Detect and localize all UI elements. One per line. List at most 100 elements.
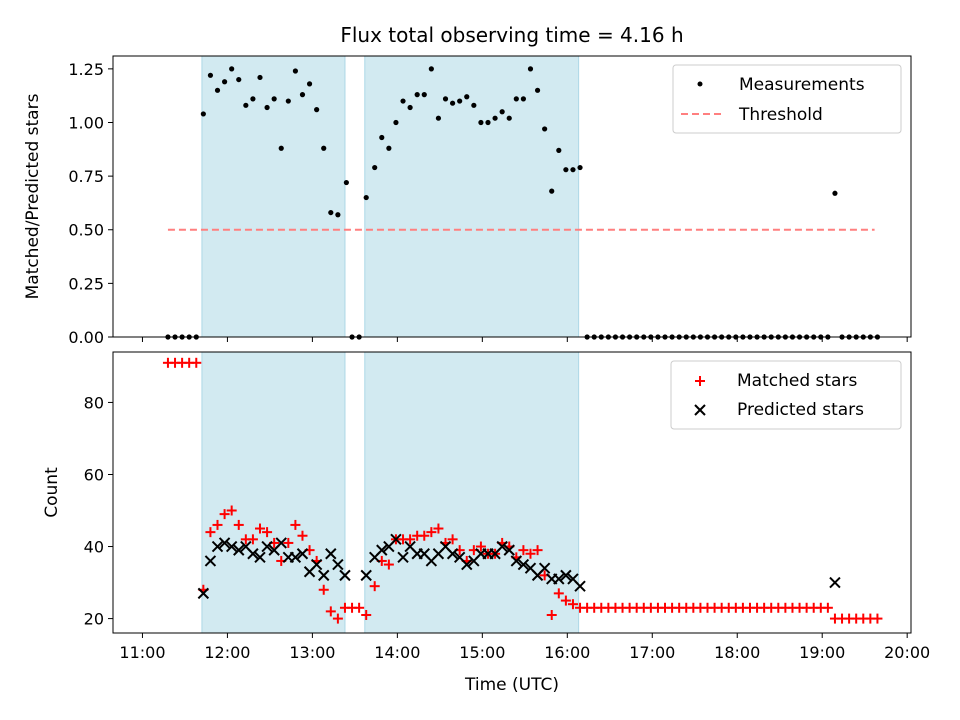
predicted-point-14 [296, 548, 309, 560]
top-legend: Measurements Threshold [672, 64, 902, 134]
predicted-point-41 [503, 544, 515, 556]
measurement-point-53 [542, 126, 548, 132]
bot-xtick-label-9: 20:00 [884, 643, 930, 662]
top-shaded-interval-0 [201, 55, 346, 338]
matched-point-24 [332, 613, 343, 624]
measurement-point-44 [478, 119, 484, 126]
top-ytick-label-3: 0.75 [68, 167, 104, 186]
measurement-point-45 [485, 119, 491, 126]
predicted-point-43 [517, 558, 530, 571]
bot-ytick-label-1: 40 [84, 538, 104, 557]
chart-title: Flux total observing time = 4.16 h [340, 23, 683, 47]
measurement-point-10 [236, 76, 242, 83]
measurement-point-31 [386, 145, 392, 151]
measurement-point-94 [832, 190, 838, 196]
measurement-point-25 [343, 179, 349, 186]
matched-point-19 [297, 530, 308, 541]
bottom-observing-intervals [201, 351, 580, 634]
top-panel: 0.00 0.25 0.50 0.75 1.00 1.25 Matched/Predict… [23, 55, 912, 347]
measurement-point-54 [549, 188, 555, 194]
predicted-point-49 [560, 569, 572, 582]
measurement-point-58 [577, 164, 583, 171]
bot-ytick-label-0: 20 [84, 610, 104, 629]
measurement-point-16 [278, 145, 284, 151]
matched-point-31 [383, 559, 394, 570]
measurement-point-20 [306, 81, 313, 87]
measurement-point-57 [570, 167, 576, 173]
legend-measurements: Measurements [739, 75, 865, 95]
bot-xtick-label-3: 14:00 [374, 643, 420, 662]
legend-threshold: Threshold [738, 105, 823, 125]
matched-point-37 [426, 527, 437, 538]
measurement-point-39 [442, 96, 449, 102]
top-ytick-label-2: 0.50 [68, 221, 104, 240]
predicted-point-26 [397, 551, 409, 564]
predicted-point-1 [204, 555, 217, 567]
bot-xtick-label-1: 12:00 [204, 643, 250, 662]
matched-point-14 [262, 527, 273, 538]
matched-point-34 [405, 534, 416, 545]
matched-point-100 [872, 613, 883, 624]
measurement-point-21 [314, 107, 320, 113]
bottom-panel: 11:00 12:00 13:00 14:00 15:00 16:00 17:00 18:00… [42, 351, 930, 695]
matched-legend-marker [695, 376, 705, 386]
measurement-point-23 [328, 209, 334, 216]
bot-shaded-interval-1 [364, 351, 580, 634]
bottom-legend-box [670, 360, 902, 430]
matched-point-29 [369, 581, 380, 592]
measurement-point-50 [520, 96, 527, 102]
matched-point-12 [247, 534, 258, 545]
matched-point-38 [433, 523, 444, 534]
measurement-point-24 [335, 212, 341, 218]
measurement-point-8 [221, 79, 228, 85]
bot-xtick-label-6: 17:00 [629, 643, 675, 662]
top-axes-ticks: 0.00 0.25 0.50 0.75 1.00 1.25 [68, 60, 908, 347]
measurement-point-15 [271, 96, 277, 102]
matched-point-28 [361, 609, 372, 620]
measurement-point-34 [407, 104, 413, 111]
predicted-point-40 [496, 540, 508, 553]
measurement-point-14 [264, 104, 270, 111]
measurement-point-51 [527, 66, 534, 72]
bottom-ylabel: Count [42, 467, 62, 518]
measurement-point-36 [421, 92, 427, 98]
predicted-point-25 [390, 533, 402, 546]
matched-point-50 [518, 545, 529, 556]
matched-point-36 [419, 530, 430, 541]
measurement-point-17 [285, 98, 291, 104]
matched-point-51 [525, 548, 536, 559]
matched-point-93 [822, 602, 833, 613]
predicted-point-33 [446, 548, 459, 560]
top-observing-intervals [201, 55, 580, 338]
measurement-point-49 [513, 96, 519, 102]
matched-point-4 [191, 357, 202, 368]
predicted-stars-points [197, 533, 841, 600]
measurement-point-12 [250, 96, 256, 102]
top-legend-box [672, 64, 902, 134]
measurement-point-5 [200, 111, 206, 117]
measurement-point-48 [506, 115, 512, 121]
top-ytick-label-1: 0.25 [68, 274, 104, 293]
measurement-point-46 [492, 115, 498, 121]
bot-xtick-label-8: 19:00 [799, 643, 845, 662]
predicted-point-9 [261, 540, 273, 553]
legend-predicted-stars: Predicted stars [737, 400, 864, 420]
predicted-point-46 [538, 562, 551, 574]
measurement-point-47 [499, 109, 505, 115]
matched-point-22 [318, 584, 329, 595]
matched-legend-plus [695, 376, 705, 386]
measurement-point-18 [292, 68, 298, 74]
predicted-legend-marker [694, 404, 706, 416]
top-ylabel: Matched/Predicted stars [23, 93, 43, 299]
legend-matched-stars: Matched stars [737, 371, 857, 391]
measurement-point-11 [243, 102, 249, 108]
predicted-point-5 [233, 544, 245, 556]
matched-point-6 [205, 527, 216, 538]
bot-shaded-interval-0 [201, 351, 346, 634]
measurement-point-28 [363, 194, 369, 201]
matched-point-23 [325, 606, 336, 617]
matched-point-52 [532, 545, 543, 556]
measurement-point-55 [556, 147, 562, 153]
predicted-point-18 [325, 548, 337, 560]
